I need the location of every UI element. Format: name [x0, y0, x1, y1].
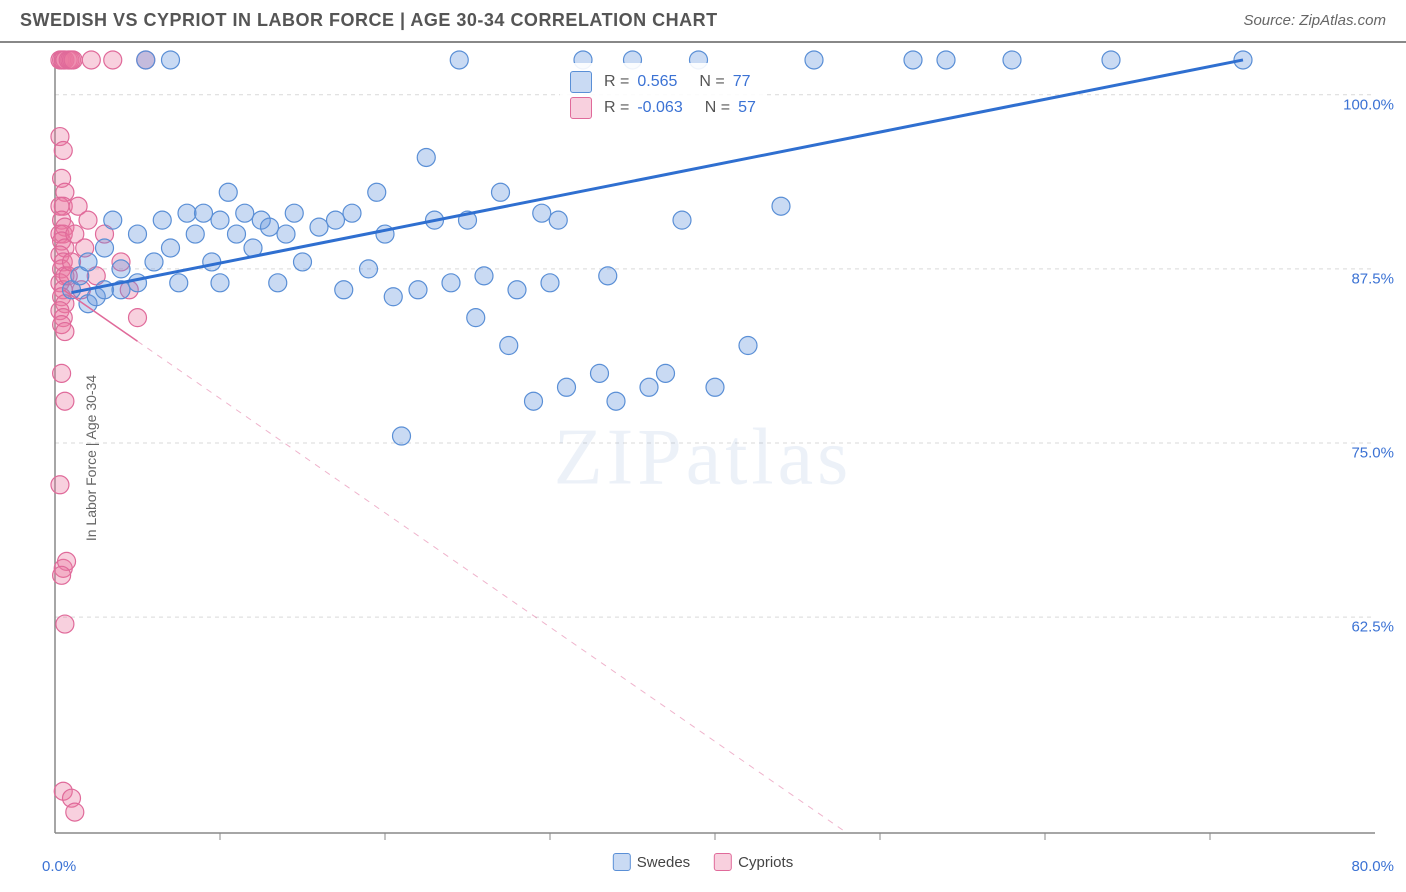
y-tick-label: 100.0%	[1343, 96, 1394, 113]
x-axis-min: 0.0%	[42, 858, 76, 875]
chart-title: SWEDISH VS CYPRIOT IN LABOR FORCE | AGE …	[20, 10, 718, 31]
n-label: N =	[699, 73, 724, 91]
r-value-swedes: 0.565	[637, 73, 677, 91]
source-attribution: Source: ZipAtlas.com	[1243, 12, 1386, 29]
swatch-cypriots-icon	[714, 853, 732, 871]
swatch-swedes-icon	[613, 853, 631, 871]
swatch-cypriots	[570, 97, 592, 119]
series-legend: Swedes Cypriots	[613, 853, 793, 871]
y-tick-label: 87.5%	[1351, 270, 1394, 287]
r-label: R =	[604, 73, 629, 91]
legend-item-cypriots: Cypriots	[714, 853, 793, 871]
n-value-cypriots: 57	[738, 99, 756, 117]
legend-label-cypriots: Cypriots	[738, 854, 793, 871]
y-tick-label: 75.0%	[1351, 445, 1394, 462]
legend-row-cypriots: R = -0.063 N = 57	[570, 95, 756, 121]
scatter-chart	[0, 43, 1406, 853]
correlation-legend: R = 0.565 N = 77 R = -0.063 N = 57	[560, 63, 766, 127]
legend-label-swedes: Swedes	[637, 854, 690, 871]
y-tick-label: 62.5%	[1351, 619, 1394, 636]
chart-area: In Labor Force | Age 30-34 ZIPatlas R = …	[0, 43, 1406, 873]
r-value-cypriots: -0.063	[637, 99, 682, 117]
legend-item-swedes: Swedes	[613, 853, 690, 871]
swatch-swedes	[570, 71, 592, 93]
n-label: N =	[705, 99, 730, 117]
legend-row-swedes: R = 0.565 N = 77	[570, 69, 756, 95]
y-axis-label: In Labor Force | Age 30-34	[83, 375, 99, 541]
n-value-swedes: 77	[733, 73, 751, 91]
r-label: R =	[604, 99, 629, 117]
x-axis-max: 80.0%	[1351, 858, 1394, 875]
